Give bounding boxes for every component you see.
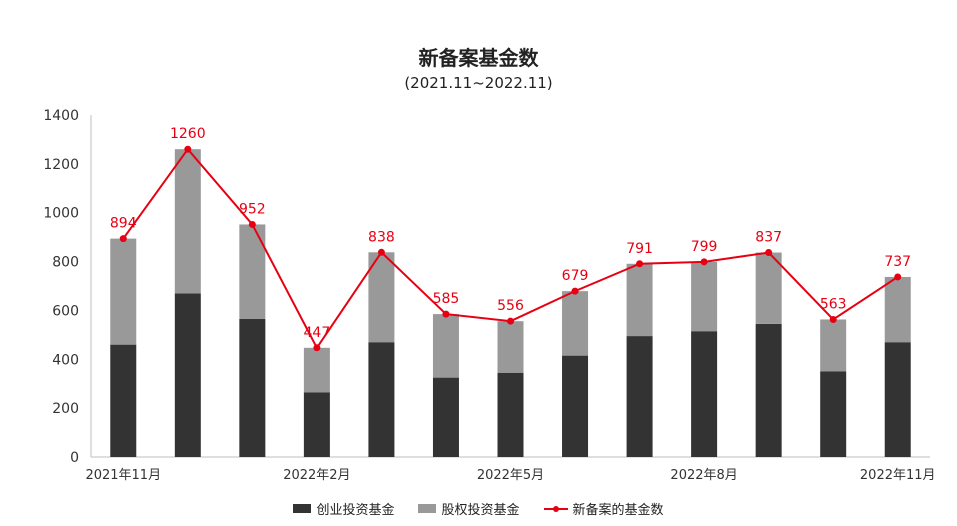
total-data-label: 799: [691, 239, 718, 255]
bar-venture: [497, 372, 524, 457]
total-data-label: 585: [433, 291, 460, 307]
bar-equity: [884, 276, 911, 343]
x-tick-label: 2022年11月: [860, 468, 936, 483]
bar-equity: [497, 321, 524, 373]
bar-venture: [432, 377, 459, 457]
bar-equity: [820, 319, 847, 372]
total-point: [442, 310, 450, 318]
total-point: [507, 317, 514, 325]
bar-venture: [626, 336, 653, 457]
total-point: [829, 315, 837, 323]
bar-equity: [755, 252, 782, 324]
legend-label-equity: 股权投资基金: [441, 503, 520, 518]
y-tick-label: 600: [52, 303, 79, 319]
bar-venture: [562, 355, 589, 457]
total-data-label: 838: [368, 229, 395, 245]
legend-label-venture: 创业投资基金: [316, 503, 395, 518]
legend-swatch-venture: [293, 504, 312, 513]
chart-legend: 创业投资基金 股权投资基金 新备案的基金数: [0, 499, 957, 518]
total-data-label: 894: [110, 216, 137, 232]
x-tick-label: 2021年11月: [85, 468, 161, 483]
total-point: [894, 273, 902, 281]
bar-equity: [691, 261, 718, 332]
bar-venture: [110, 344, 137, 457]
total-point: [377, 248, 385, 256]
bar-equity: [626, 263, 653, 337]
legend-swatch-equity: [418, 504, 437, 513]
chart-title: 新备案基金数: [418, 46, 539, 70]
x-tick-label: 2022年2月: [283, 468, 350, 483]
total-point: [571, 287, 579, 295]
total-point: [636, 260, 644, 268]
bar-equity: [368, 252, 395, 343]
bar-equity: [110, 238, 137, 345]
total-data-label: 556: [497, 298, 524, 314]
total-point: [313, 344, 321, 352]
bar-equity: [239, 224, 266, 319]
bar-venture: [174, 293, 201, 457]
x-tick-label: 2022年5月: [477, 468, 544, 483]
total-data-label: 952: [239, 201, 266, 217]
y-tick-label: 1000: [43, 206, 79, 222]
total-point: [248, 220, 256, 228]
bar-venture: [303, 392, 330, 457]
total-data-label: 563: [820, 296, 847, 312]
total-point: [119, 235, 127, 243]
total-data-label: 791: [626, 241, 653, 257]
legend-item-venture: 创业投资基金: [293, 499, 394, 518]
legend-label-total: 新备案的基金数: [572, 503, 664, 518]
y-tick-label: 200: [52, 401, 79, 417]
total-data-label: 679: [562, 268, 589, 284]
bar-equity: [174, 149, 201, 294]
total-data-label: 737: [884, 254, 911, 270]
bar-equity: [432, 314, 459, 378]
bar-venture: [691, 331, 718, 457]
y-tick-label: 800: [52, 255, 79, 271]
bar-equity: [303, 347, 330, 393]
total-data-label: 837: [755, 230, 782, 246]
bar-venture: [755, 323, 782, 457]
total-point: [700, 258, 708, 266]
x-tick-label: 2022年8月: [670, 468, 737, 483]
legend-item-total: 新备案的基金数: [543, 499, 664, 518]
y-tick-label: 1400: [43, 108, 79, 124]
bar-venture: [368, 342, 395, 457]
bar-venture: [884, 342, 911, 457]
y-tick-label: 1200: [43, 157, 79, 173]
chart-subtitle: (2021.11~2022.11): [404, 74, 553, 92]
legend-item-equity: 股权投资基金: [418, 499, 520, 518]
bar-venture: [239, 318, 266, 457]
y-tick-label: 400: [52, 352, 79, 368]
y-tick-label: 0: [70, 450, 79, 466]
total-data-label: 447: [304, 325, 331, 341]
total-data-label: 1260: [170, 126, 206, 142]
total-point: [184, 145, 192, 153]
legend-swatch-total: [543, 504, 568, 514]
total-point: [765, 249, 773, 257]
bar-venture: [820, 371, 847, 457]
bar-equity: [562, 291, 589, 356]
